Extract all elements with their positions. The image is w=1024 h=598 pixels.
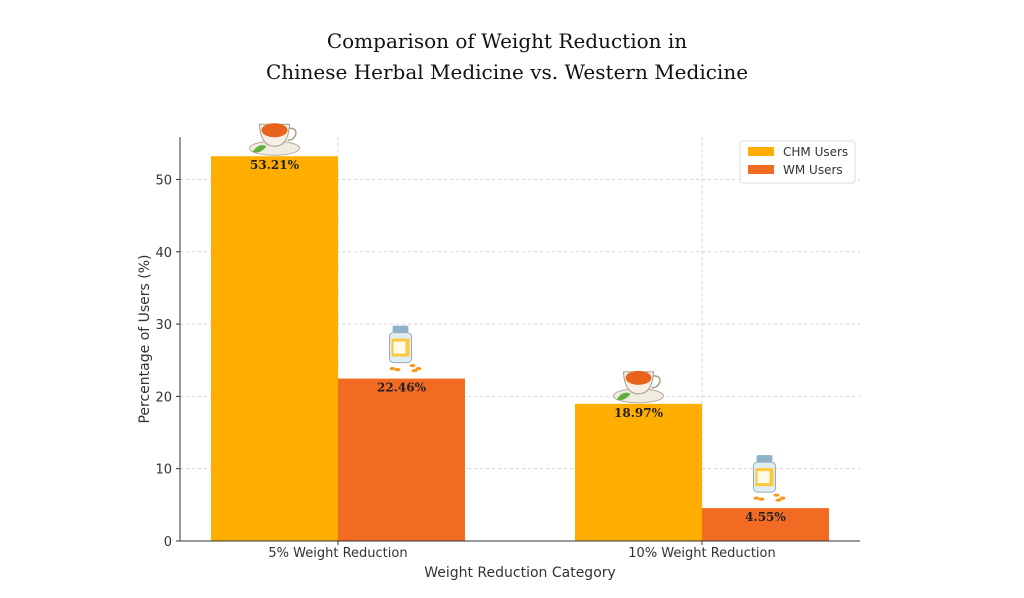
pill-bottle-icon bbox=[753, 455, 786, 502]
x-tick-label: 5% Weight Reduction bbox=[268, 546, 407, 561]
y-tick-label: 50 bbox=[155, 173, 172, 188]
pill bbox=[779, 496, 786, 500]
pill bbox=[409, 363, 416, 368]
tea bbox=[625, 370, 652, 385]
pill-bottle-icon bbox=[389, 325, 422, 373]
legend-swatch bbox=[748, 147, 774, 156]
legend-swatch bbox=[748, 165, 774, 174]
teacup-icon bbox=[613, 370, 664, 404]
y-tick-label: 30 bbox=[155, 318, 172, 333]
leaf bbox=[616, 392, 631, 401]
pill bbox=[415, 366, 422, 371]
bottle-cap bbox=[392, 325, 409, 333]
chart-title-line-2: Chinese Herbal Medicine vs. Western Medi… bbox=[266, 60, 748, 84]
pill bbox=[773, 493, 780, 497]
bottle-cap bbox=[756, 455, 773, 463]
bars: 53.21% 18.97% 22.46% 4.55% bbox=[211, 123, 829, 541]
y-tick-label: 10 bbox=[155, 463, 172, 478]
cup-handle bbox=[651, 375, 661, 389]
pill bbox=[753, 496, 760, 500]
x-axis-label: Weight Reduction Category bbox=[424, 565, 616, 581]
chart-title-line-1: Comparison of Weight Reduction in bbox=[327, 29, 687, 53]
cup-handle bbox=[287, 127, 297, 141]
y-tick-label: 40 bbox=[155, 246, 172, 261]
data-label: 22.46% bbox=[377, 381, 427, 395]
tea bbox=[261, 123, 288, 138]
legend: CHM Users WM Users bbox=[739, 140, 856, 184]
bar-wm-users bbox=[702, 508, 829, 541]
pill bbox=[775, 498, 782, 502]
legend-label: CHM Users bbox=[783, 145, 848, 159]
data-label: 18.97% bbox=[614, 406, 664, 420]
y-axis-label: Percentage of Users (%) bbox=[137, 254, 153, 423]
bottle-label bbox=[393, 341, 406, 354]
leaf bbox=[252, 145, 267, 153]
bar-chm-users bbox=[575, 403, 702, 541]
data-label: 4.55% bbox=[745, 510, 786, 524]
axes: 0 10 20 30 40 50 5% Weight Reduction 10% Weight… bbox=[155, 137, 860, 561]
bottle-label bbox=[757, 471, 770, 484]
data-label: 53.21% bbox=[250, 158, 300, 172]
legend-label: WM Users bbox=[783, 163, 843, 177]
y-tick-label: 0 bbox=[164, 535, 172, 550]
pill bbox=[389, 366, 396, 371]
pill bbox=[394, 367, 401, 372]
bar-chm-users bbox=[211, 156, 338, 541]
y-tick-label: 20 bbox=[155, 390, 172, 405]
x-tick-label: 10% Weight Reduction bbox=[628, 546, 775, 561]
bar-wm-users bbox=[338, 378, 465, 541]
teacup-icon bbox=[249, 123, 300, 156]
pill bbox=[758, 497, 765, 501]
pill bbox=[411, 368, 418, 373]
